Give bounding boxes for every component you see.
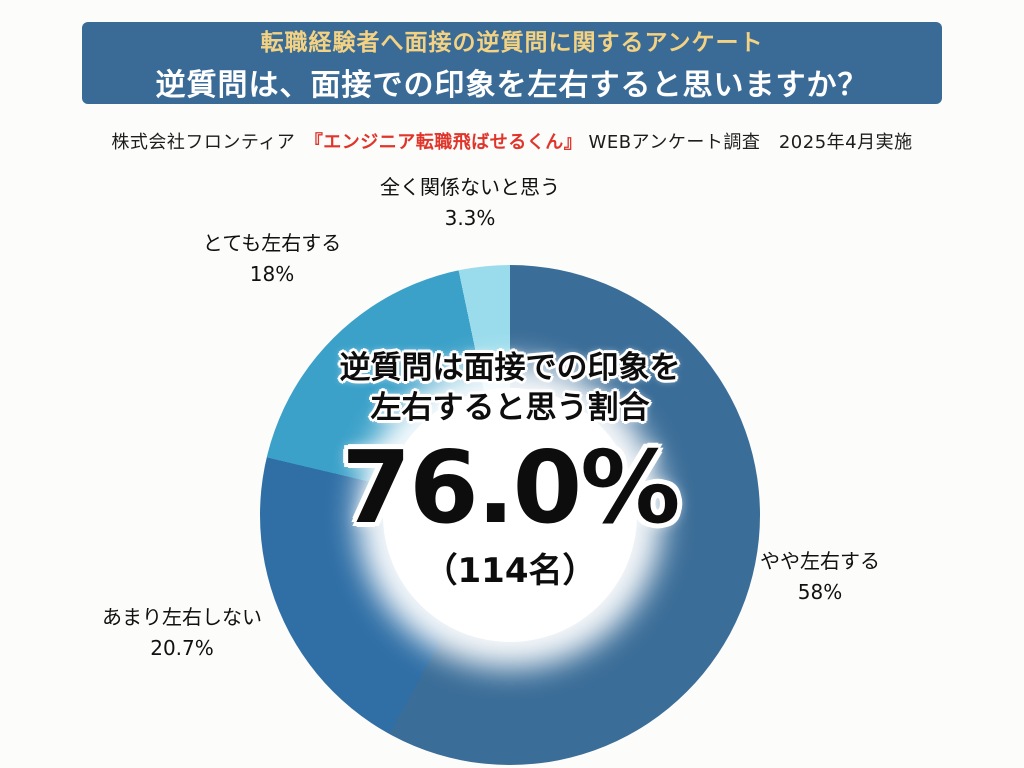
- header-banner: 転職経験者へ面接の逆質問に関するアンケート 逆質問は、面接での印象を左右すると思…: [82, 22, 942, 104]
- slice-label-very-pct: 18%: [249, 262, 295, 286]
- slice-label-somewhat-pct: 58%: [797, 580, 843, 604]
- slice-label-none-pct: 3.3%: [444, 206, 496, 230]
- slice-label-very: とても左右する 18%: [162, 228, 382, 290]
- slice-label-none: 全く関係ないと思う 3.3%: [340, 172, 600, 234]
- slice-label-not: あまり左右しない 20.7%: [72, 602, 292, 664]
- slice-label-somewhat-text: やや左右する: [760, 549, 880, 573]
- pie-center-circle: [383, 388, 637, 642]
- slice-label-not-pct: 20.7%: [150, 636, 214, 660]
- center-count: （114名）: [423, 550, 597, 591]
- source-highlight: 『エンジニア転職飛ばせるくん』: [313, 132, 583, 153]
- slice-label-none-text: 全く関係ないと思う: [380, 175, 560, 199]
- source-suffix: WEBアンケート調査 2025年4月実施: [582, 132, 913, 153]
- source-line: 株式会社フロンティア 『エンジニア転職飛ばせるくん』 WEBアンケート調査 20…: [0, 128, 1024, 154]
- header-subtitle: 転職経験者へ面接の逆質問に関するアンケート: [260, 29, 764, 56]
- pie-center-text: 逆質問は面接での印象を 左右すると思う割合 76.0% （114名）: [290, 348, 730, 592]
- center-caption-line1: 逆質問は面接での印象を: [339, 350, 681, 386]
- slice-label-very-text: とても左右する: [202, 231, 342, 255]
- source-prefix: 株式会社フロンティア: [111, 132, 314, 153]
- header-title: 逆質問は、面接での印象を左右すると思いますか？: [155, 67, 869, 103]
- center-big-value: 76.0%: [341, 428, 681, 546]
- center-caption-line2: 左右すると思う割合: [370, 390, 650, 427]
- slice-label-somewhat: やや左右する 58%: [710, 546, 930, 608]
- slice-label-not-text: あまり左右しない: [102, 605, 262, 629]
